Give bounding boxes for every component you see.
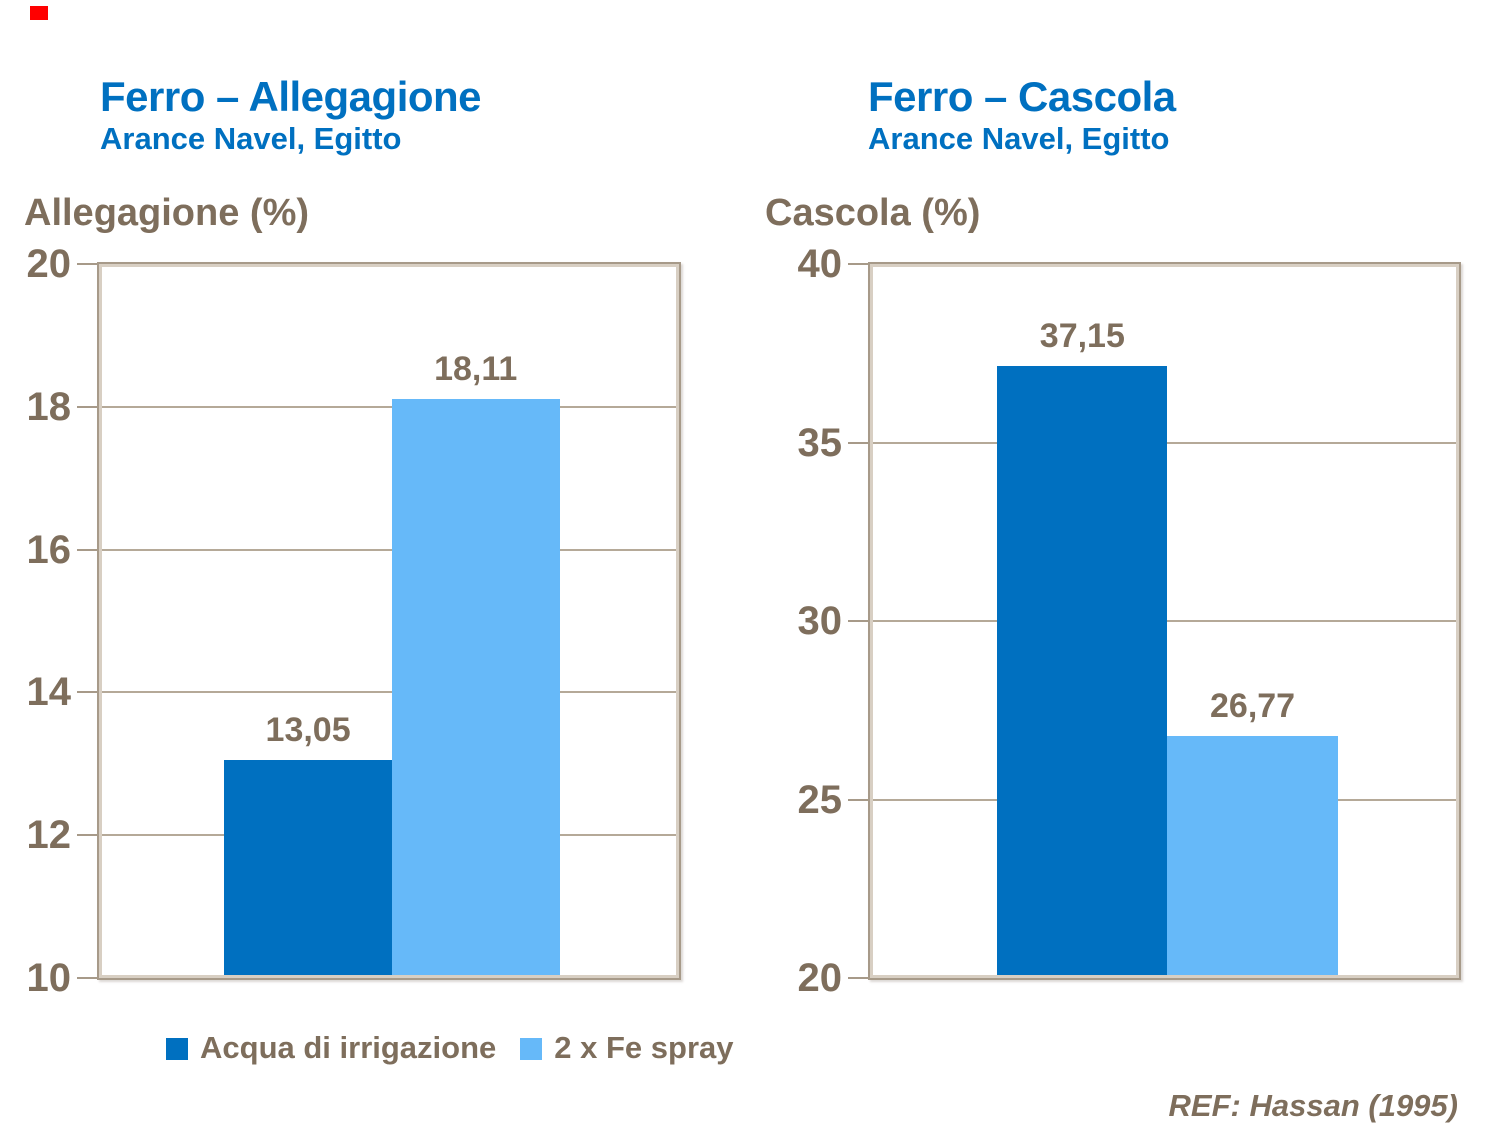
reference-citation: REF: Hassan (1995) xyxy=(1168,1088,1458,1123)
right-chart-subtitle: Arance Navel, Egitto xyxy=(868,121,1170,156)
right-y-tick-35 xyxy=(848,441,870,444)
left-y-axis-title: Allegagione (%) xyxy=(24,192,310,234)
right-bar-acqua-di-irrigazione xyxy=(997,365,1168,978)
right-bar-value-acqua-di-irrigazione: 37,15 xyxy=(1039,316,1125,355)
left-gridline-14 xyxy=(99,691,679,694)
legend-swatch-acqua-icon xyxy=(166,1038,188,1060)
right-chart-title: Ferro – Cascola xyxy=(868,73,1176,120)
right-y-tick-label-40: 40 xyxy=(797,242,843,286)
left-chart-title: Ferro – Allegagione xyxy=(100,73,482,120)
right-y-tick-label-30: 30 xyxy=(797,599,843,643)
legend-item-acqua-di-irrigazione: Acqua di irrigazione xyxy=(166,1030,496,1066)
legend-item-fe-spray: 2 x Fe spray xyxy=(520,1030,734,1066)
right-y-tick-25 xyxy=(848,798,870,801)
left-chart-subtitle: Arance Navel, Egitto xyxy=(100,121,402,156)
legend-swatch-fe-spray-icon xyxy=(520,1038,543,1060)
left-gridline-18 xyxy=(99,405,679,408)
right-y-axis-title: Cascola (%) xyxy=(765,192,981,234)
legend: Acqua di irrigazione 2 x Fe spray xyxy=(166,1030,734,1066)
left-y-tick-label-10: 10 xyxy=(26,956,72,1000)
left-y-tick-16 xyxy=(77,548,99,551)
left-y-tick-12 xyxy=(77,834,99,837)
right-y-tick-40 xyxy=(848,263,870,265)
left-y-tick-20 xyxy=(77,263,99,265)
left-y-tick-label-12: 12 xyxy=(26,813,72,858)
left-gridline-16 xyxy=(99,548,679,551)
legend-label-fe-spray: 2 x Fe spray xyxy=(554,1030,734,1065)
left-bar-2-x-fe-spray xyxy=(391,398,560,978)
left-bar-value-2-x-fe-spray: 18,11 xyxy=(434,349,518,388)
left-bar-value-acqua-di-irrigazione: 13,05 xyxy=(265,711,351,750)
left-y-tick-14 xyxy=(77,691,99,694)
right-y-tick-20 xyxy=(848,977,870,979)
left-y-tick-label-16: 16 xyxy=(26,527,72,572)
right-bar-2-x-fe-spray xyxy=(1167,736,1338,978)
right-bar-value-2-x-fe-spray: 26,77 xyxy=(1210,687,1296,726)
right-y-tick-30 xyxy=(848,620,870,622)
left-y-tick-10 xyxy=(77,977,99,979)
left-y-tick-label-14: 14 xyxy=(26,670,72,715)
legend-label-acqua: Acqua di irrigazione xyxy=(200,1030,497,1065)
left-y-tick-label-20: 20 xyxy=(26,242,72,286)
right-y-tick-label-20: 20 xyxy=(797,956,843,1000)
left-y-tick-label-18: 18 xyxy=(26,384,72,429)
left-y-tick-18 xyxy=(77,405,99,408)
right-y-tick-label-35: 35 xyxy=(797,420,843,465)
red-marker-decoration xyxy=(30,6,48,20)
left-bar-acqua-di-irrigazione xyxy=(224,760,392,978)
right-y-tick-label-25: 25 xyxy=(797,777,843,822)
